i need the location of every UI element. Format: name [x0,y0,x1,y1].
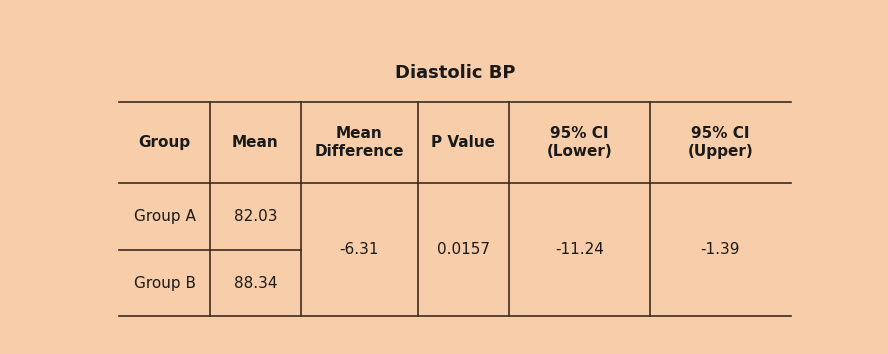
Text: 82.03: 82.03 [234,209,277,224]
Text: -6.31: -6.31 [339,242,379,257]
Text: Group: Group [139,135,191,150]
Text: Diastolic BP: Diastolic BP [395,64,515,82]
Text: 88.34: 88.34 [234,275,277,291]
Text: -1.39: -1.39 [701,242,741,257]
Text: P Value: P Value [432,135,496,150]
Bar [119,44,791,102]
Bar [119,250,791,316]
Text: 95% CI
(Lower): 95% CI (Lower) [546,126,612,159]
Text: Group B: Group B [133,275,195,291]
Text: 0.0157: 0.0157 [437,242,490,257]
Bar [119,183,791,250]
Text: -11.24: -11.24 [555,242,604,257]
Text: 95% CI
(Upper): 95% CI (Upper) [687,126,753,159]
Bar [119,102,791,183]
Text: Mean
Difference: Mean Difference [314,126,404,159]
Text: Group A: Group A [134,209,195,224]
Text: Mean: Mean [232,135,279,150]
